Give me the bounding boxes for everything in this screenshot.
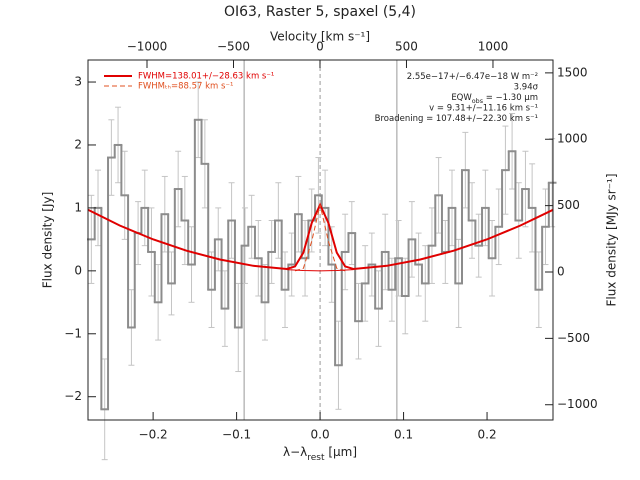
- annotation-part: Broadening = 107.48+/−22.30 km s⁻¹: [375, 114, 538, 124]
- x-axis-label-part: λ−λ: [283, 445, 307, 459]
- fit-line: [286, 269, 354, 272]
- x-axis-label-part: rest: [307, 453, 325, 463]
- step-connector: [93, 119, 550, 410]
- annotation-part: = −1.30 μm: [483, 93, 538, 103]
- x-axis-label-part: [μm]: [325, 445, 358, 459]
- annotation-part: v = 9.31+/−11.16 km s⁻¹: [429, 103, 538, 113]
- y-tick-label: −1: [64, 326, 82, 340]
- y-tick-label: 1: [74, 200, 82, 214]
- legend-label: FWHMₜₕ=88.57 km s⁻¹: [138, 82, 233, 92]
- x2-tick-label: 500: [395, 40, 418, 54]
- x-tick-label: 0.0: [311, 428, 330, 442]
- y-tick-label: 0: [74, 263, 82, 277]
- y-tick-label: −2: [64, 389, 82, 403]
- annotation-part: obs: [472, 97, 483, 105]
- x-tick-label: −0.2: [139, 428, 168, 442]
- y-tick-label: 3: [74, 75, 82, 89]
- y2-tick-label: 500: [557, 198, 580, 212]
- x2-tick-label: −500: [217, 40, 250, 54]
- x-tick-label: 0.1: [394, 428, 413, 442]
- x2-tick-label: −1000: [127, 40, 168, 54]
- x-tick-label: −0.1: [222, 428, 251, 442]
- legend-label: FWHM=138.01+/−28.63 km s⁻¹: [138, 72, 274, 82]
- annotation: v = 9.31+/−11.16 km s⁻¹: [429, 103, 538, 113]
- annotation-part: 3.94σ: [514, 82, 539, 92]
- annotation-part: 2.55e−17+/−6.47e−18 W m⁻²: [407, 72, 538, 82]
- y2-tick-label: 1000: [557, 132, 588, 146]
- y-axis-label: Flux density [Jy]: [41, 192, 55, 289]
- y2-tick-label: 0: [557, 264, 565, 278]
- annotation: EQWobs = −1.30 μm: [451, 93, 538, 106]
- y2-tick-label: −500: [557, 331, 590, 345]
- annotation: 2.55e−17+/−6.47e−18 W m⁻²: [407, 72, 538, 82]
- x-tick-label: 0.2: [478, 428, 497, 442]
- y-tick-label: 2: [74, 137, 82, 151]
- annotation: Broadening = 107.48+/−22.30 km s⁻¹: [375, 114, 538, 124]
- x2-tick-label: 0: [316, 40, 324, 54]
- annotation-part: EQW: [451, 93, 472, 103]
- fit-line: [294, 204, 346, 272]
- annotation: 3.94σ: [514, 82, 539, 92]
- y2-tick-label: −1000: [557, 397, 598, 411]
- x-axis-label: λ−λrest [μm]: [283, 445, 357, 463]
- chart-title: OI63, Raster 5, spaxel (5,4): [224, 4, 416, 20]
- y2-tick-label: 1500: [557, 65, 588, 79]
- y2-axis-label: Flux density [MJy sr⁻¹]: [605, 173, 619, 306]
- x2-axis-label: Velocity [km s⁻¹]: [270, 30, 370, 44]
- x2-tick-label: 1000: [478, 40, 509, 54]
